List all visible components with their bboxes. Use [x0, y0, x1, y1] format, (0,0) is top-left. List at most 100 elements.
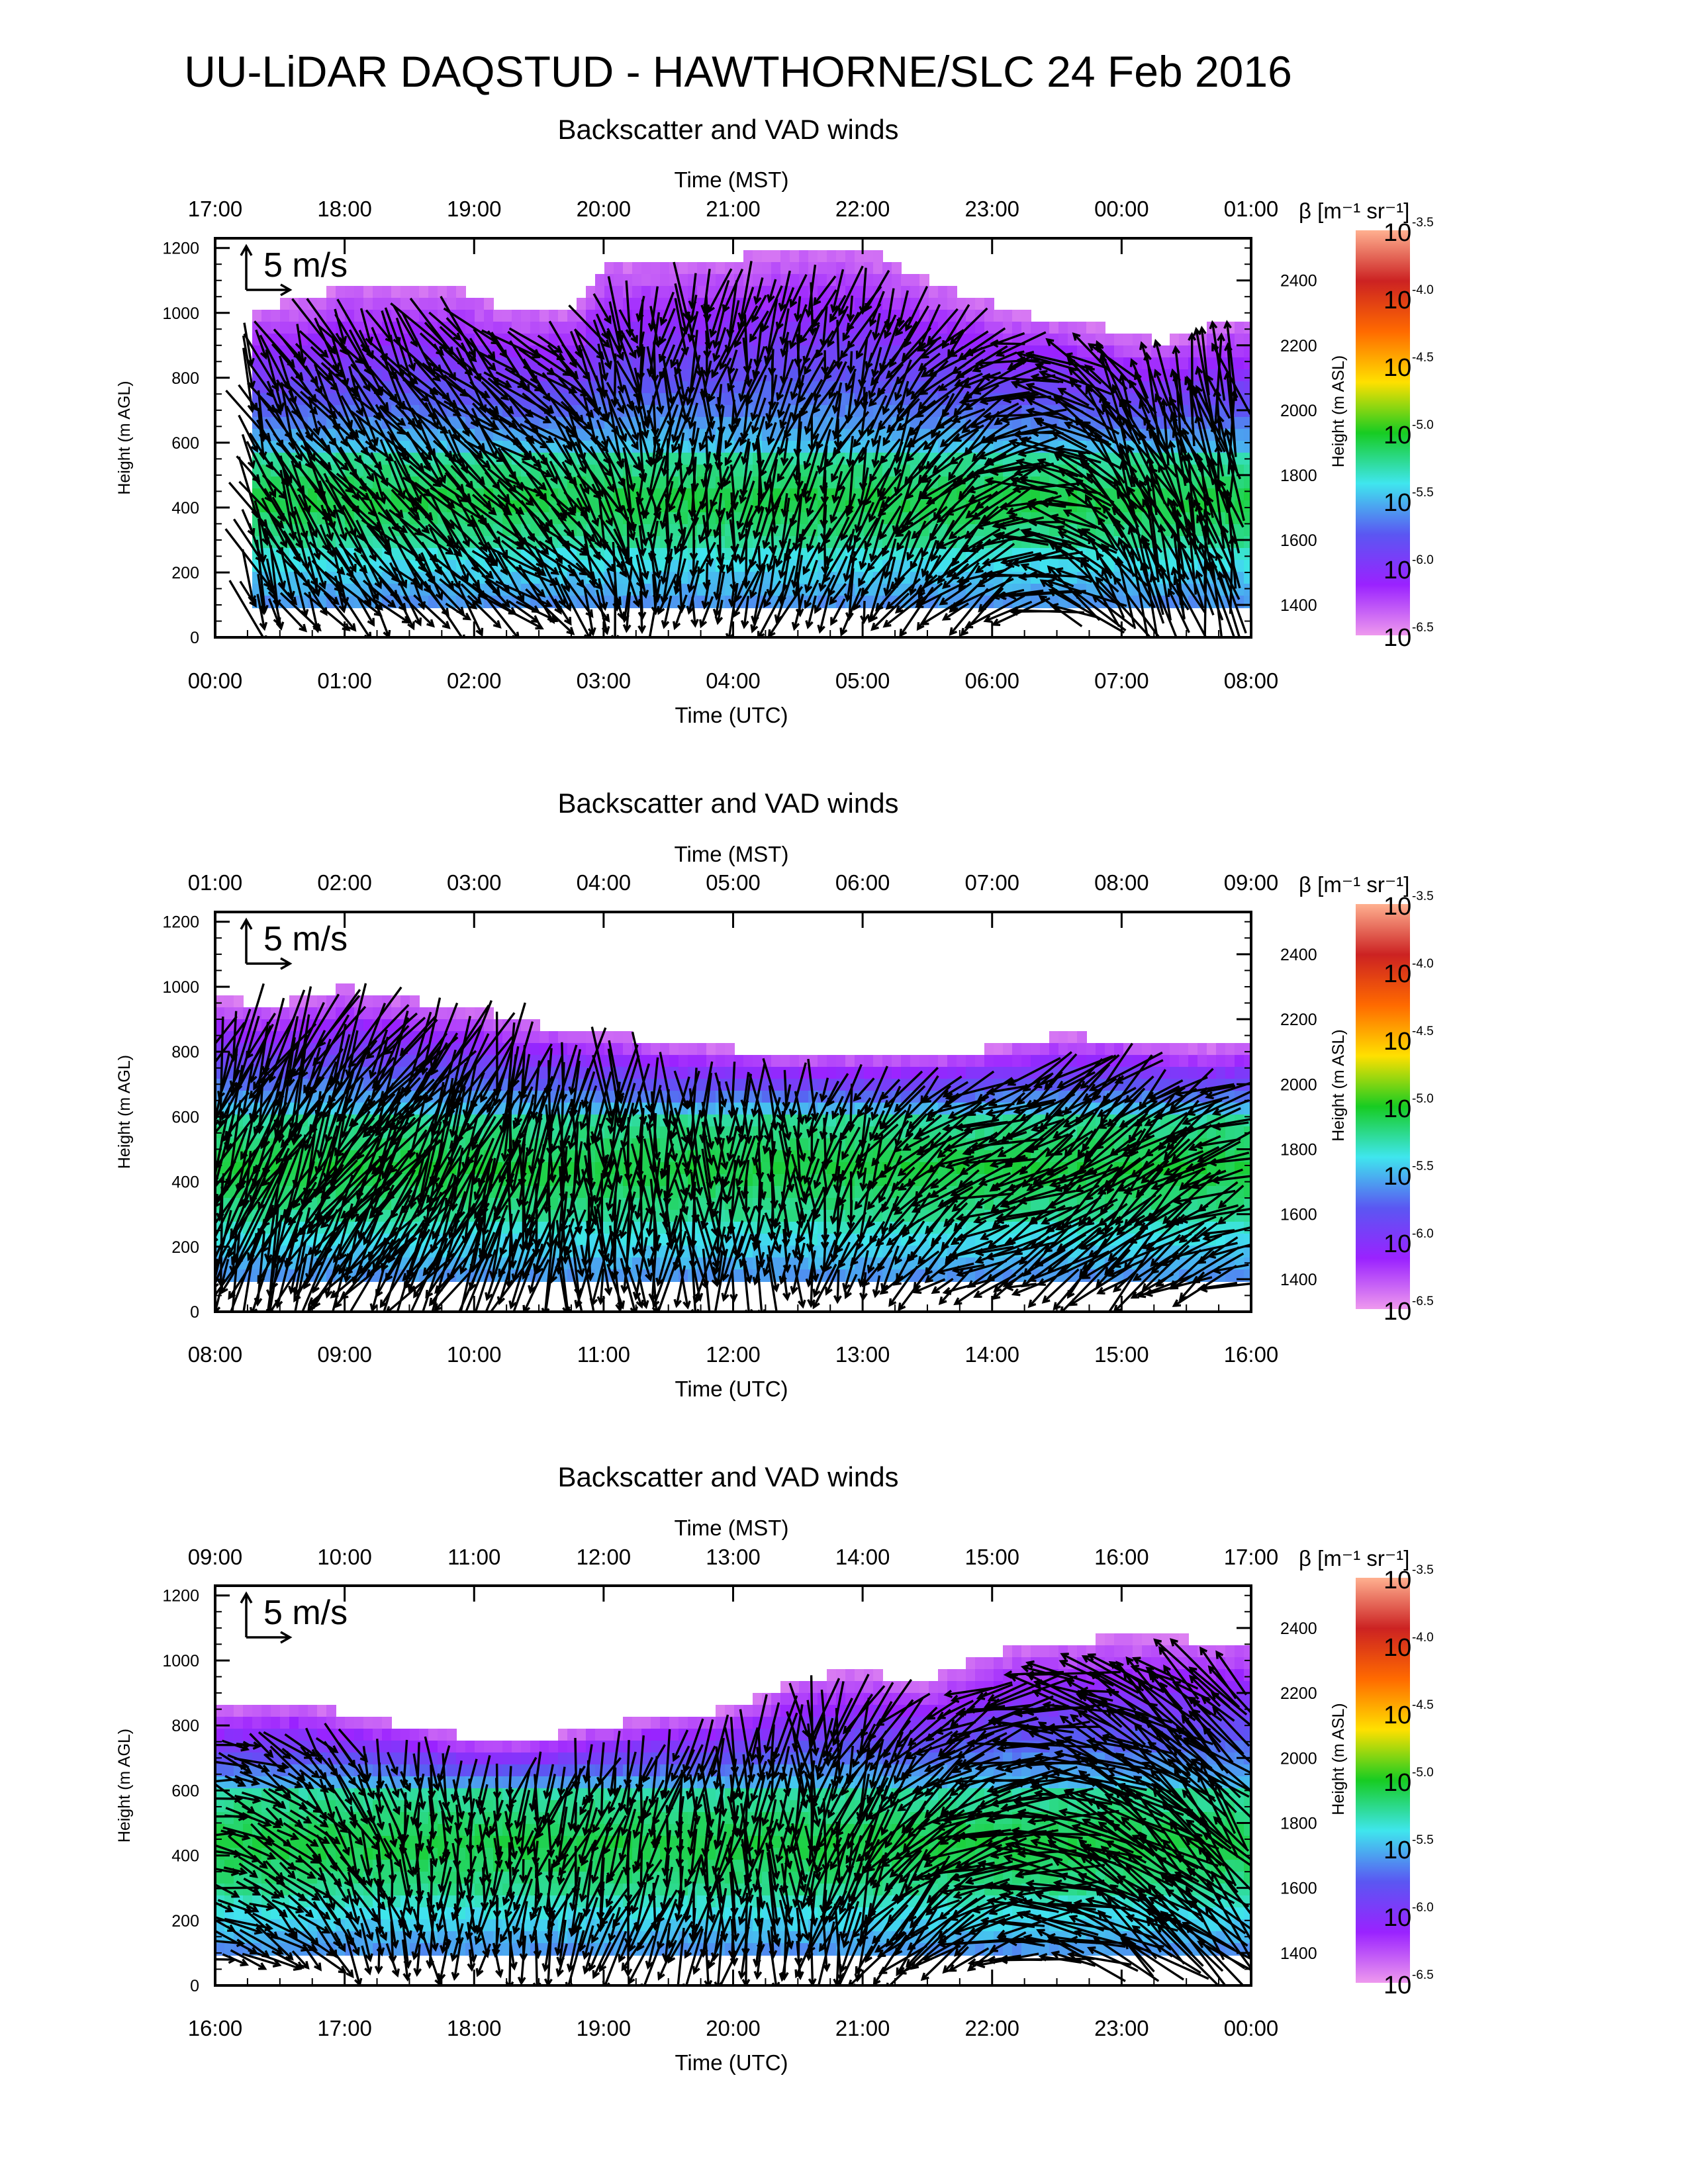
- wind-arrow: [896, 290, 909, 328]
- wind-arrow: [362, 1746, 372, 1782]
- wind-arrow: [737, 261, 753, 322]
- wind-arrow: [941, 602, 969, 621]
- wind-arrow: [522, 1259, 550, 1312]
- wind-arrow: [733, 570, 760, 618]
- colorbar: [1356, 1578, 1410, 1983]
- wind-arrow: [1172, 1189, 1236, 1205]
- colorbar-tick-label: 10: [1383, 1634, 1411, 1662]
- wind-arrow: [769, 1926, 778, 1960]
- top-tick-label: 13:00: [706, 1545, 761, 1569]
- wind-arrow: [581, 1071, 596, 1109]
- colorbar-label: β [m⁻¹ sr⁻¹]: [1299, 1546, 1409, 1570]
- wind-arrow: [514, 1770, 531, 1830]
- wind-arrow: [831, 1762, 871, 1837]
- wind-arrow: [467, 1949, 476, 1972]
- wind-arrow: [844, 373, 856, 424]
- wind-arrow: [473, 1158, 494, 1201]
- wind-arrow: [807, 1058, 820, 1122]
- wind-arrow: [1086, 1737, 1139, 1751]
- wind-arrow: [1129, 358, 1149, 399]
- wind-arrow: [399, 1015, 437, 1057]
- wind-arrow: [898, 1166, 935, 1191]
- wind-arrow: [349, 1239, 395, 1312]
- wind-arrow: [1057, 531, 1090, 549]
- wind-arrow: [813, 1173, 837, 1221]
- wind-arrow: [672, 1729, 689, 1762]
- wind-arrow: [608, 398, 625, 470]
- wind-arrow: [966, 1248, 1023, 1289]
- wind-arrow: [780, 493, 790, 518]
- wind-arrow: [261, 1212, 287, 1253]
- wind-arrow: [708, 279, 730, 338]
- wind-arrow: [334, 1805, 346, 1829]
- wind-arrow: [606, 1825, 622, 1882]
- wind-arrow: [314, 1061, 338, 1119]
- left-tick-label: 0: [190, 1303, 199, 1322]
- wind-arrow: [624, 458, 635, 517]
- wind-arrow: [792, 1125, 806, 1162]
- wind-arrow: [897, 1145, 935, 1177]
- wind-arrow: [845, 435, 855, 468]
- wind-arrow: [1192, 1168, 1243, 1190]
- wind-arrow: [918, 304, 941, 349]
- wind-arrow: [647, 1057, 659, 1123]
- wind-arrow: [925, 1195, 961, 1235]
- wind-arrow: [1220, 525, 1241, 589]
- wind-arrow: [776, 377, 793, 419]
- wind-arrow: [612, 1153, 643, 1242]
- wind-arrow: [549, 461, 577, 514]
- wind-arrow: [985, 1822, 1056, 1848]
- colorbar-tick-exponent: -3.5: [1412, 1563, 1434, 1577]
- wind-arrow: [939, 419, 972, 448]
- bottom-tick-label: 08:00: [188, 1342, 243, 1367]
- wind-arrow: [891, 1875, 941, 1901]
- wind-arrow: [883, 1697, 924, 1758]
- wind-arrow: [598, 578, 608, 612]
- wind-arrow: [1060, 1257, 1115, 1312]
- wind-arrow: [1038, 1952, 1082, 1964]
- wind-arrow: [218, 1752, 253, 1774]
- wind-arrow: [648, 1756, 658, 1808]
- wind-arrow: [742, 1754, 753, 1810]
- wind-arrow: [723, 451, 743, 488]
- wind-arrow: [745, 1780, 772, 1854]
- wind-arrow: [700, 269, 711, 314]
- wind-arrow: [545, 1858, 554, 1884]
- wind-arrow: [768, 527, 777, 555]
- wind-arrow: [954, 1120, 1008, 1132]
- wind-arrow: [385, 1219, 426, 1282]
- wind-arrow: [765, 1819, 778, 1852]
- wind-arrow: [592, 1941, 612, 1979]
- wind-arrow: [710, 1888, 727, 1962]
- wind-arrow: [839, 588, 863, 637]
- wind-arrow: [860, 387, 868, 410]
- wind-arrow: [842, 1685, 886, 1735]
- wind-arrow: [830, 269, 845, 314]
- top-tick-label: 18:00: [317, 197, 372, 221]
- wind-arrow: [767, 1852, 781, 1927]
- wind-arrow: [607, 461, 625, 514]
- wind-arrow: [870, 347, 882, 379]
- colorbar-tick-exponent: -4.0: [1412, 283, 1434, 297]
- wind-arrow: [739, 421, 753, 447]
- wind-arrow: [631, 1063, 651, 1117]
- wind-arrow: [220, 1829, 251, 1841]
- top-tick-label: 21:00: [706, 197, 761, 221]
- colorbar-tick-label: 10: [1383, 1028, 1411, 1056]
- wind-arrow: [592, 293, 612, 325]
- wind-arrow: [1056, 1054, 1117, 1089]
- wind-arrow: [971, 440, 992, 463]
- wind-arrow: [393, 460, 418, 514]
- wind-arrow: [950, 1161, 1013, 1197]
- wind-arrow: [388, 1823, 398, 1848]
- wind-arrow: [933, 1831, 1004, 1874]
- wind-arrow: [873, 1109, 907, 1141]
- wind-arrow: [589, 445, 615, 493]
- wind-arrow: [841, 1901, 860, 1948]
- wind-arrow: [327, 1757, 353, 1806]
- wind-arrow: [991, 1167, 1051, 1191]
- wind-arrow: [1163, 1146, 1220, 1176]
- wind-arrow: [225, 1807, 272, 1827]
- wind-arrow: [296, 324, 307, 366]
- wind-arrow: [714, 1251, 724, 1287]
